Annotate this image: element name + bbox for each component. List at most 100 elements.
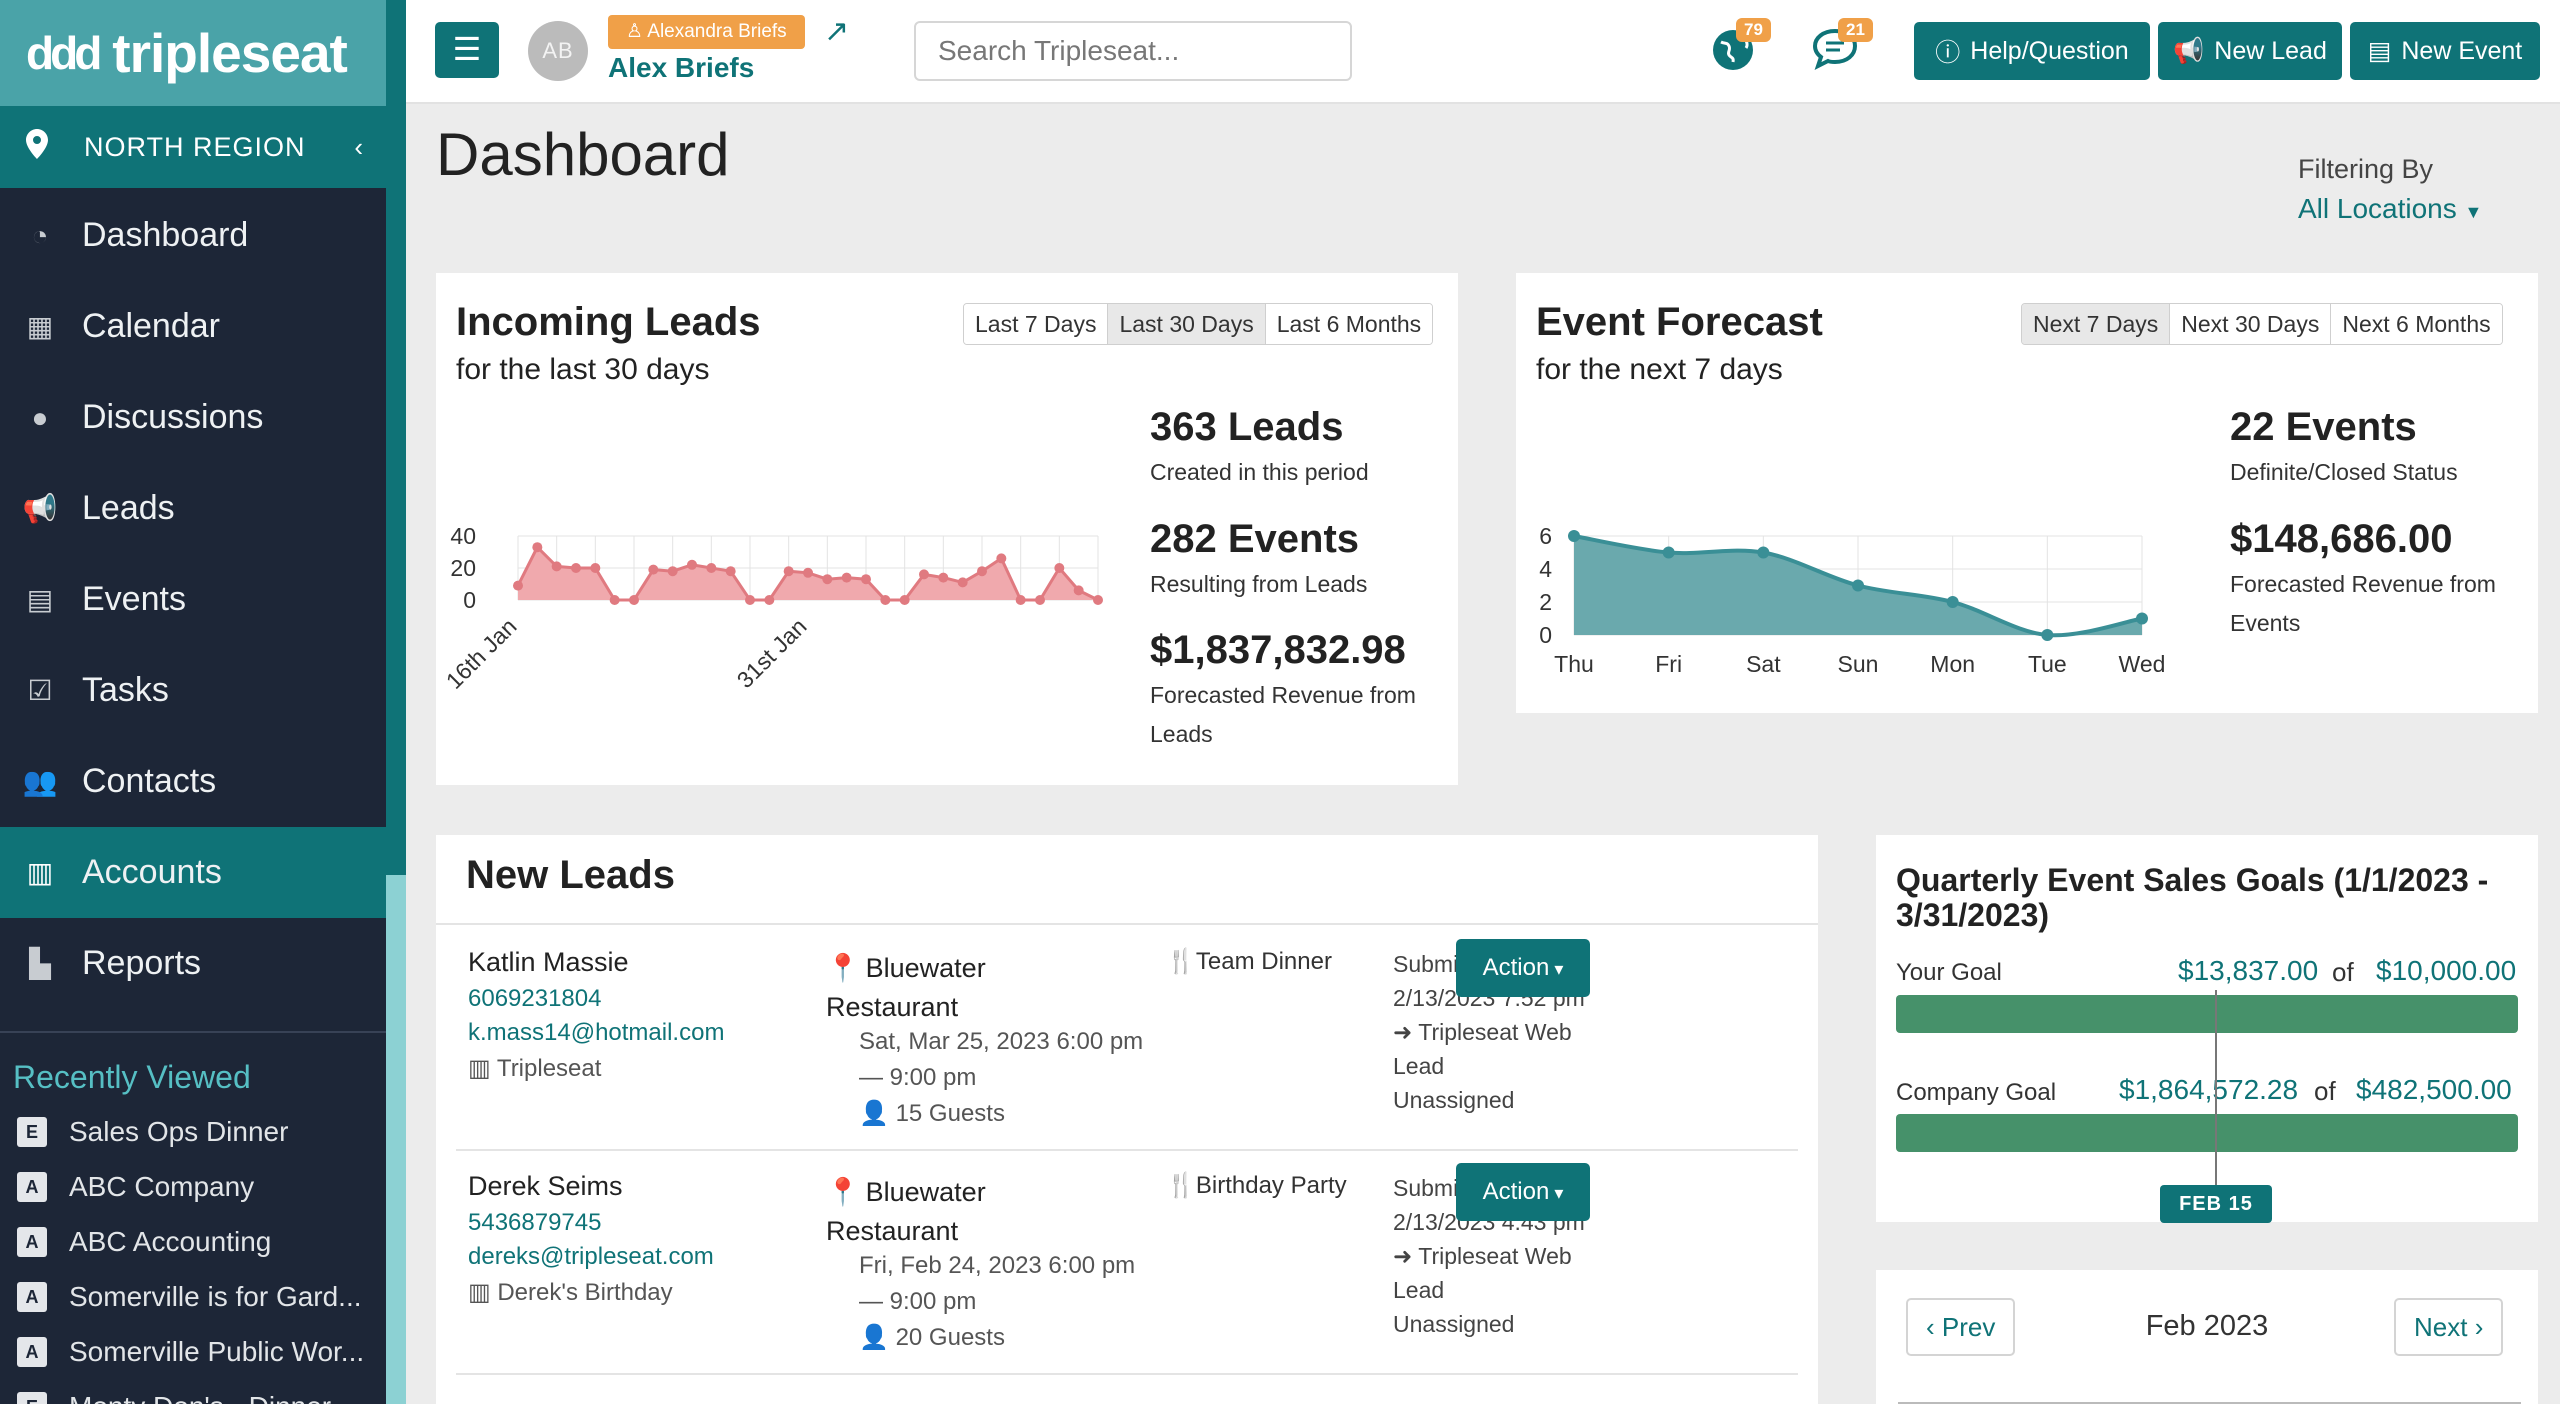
leads-events-caption: Resulting from Leads — [1150, 571, 1368, 597]
leads-point[interactable] — [648, 564, 659, 575]
leads-point[interactable] — [919, 569, 929, 580]
leads-point[interactable] — [745, 595, 755, 605]
forecast-point[interactable] — [2136, 612, 2148, 625]
sidebar-item-accounts[interactable]: ▥ Accounts — [0, 827, 386, 918]
leads-point[interactable] — [957, 577, 968, 588]
leads-point[interactable] — [1073, 585, 1084, 596]
chat-notifications[interactable]: 21 — [1810, 18, 1873, 78]
sidebar-item-tasks[interactable]: ☑ Tasks — [0, 645, 386, 736]
event-forecast-subtitle: for the next 7 days — [1536, 353, 1783, 386]
recently-viewed-item[interactable]: A ABC Company — [0, 1159, 386, 1214]
leads-point[interactable] — [1054, 563, 1065, 573]
calendar-prev-button[interactable]: ‹ Prev — [1906, 1298, 2016, 1356]
recently-viewed-item[interactable]: A ABC Accounting — [0, 1214, 386, 1269]
lead-source-2: Lead — [1393, 1053, 1445, 1079]
logo[interactable]: ddd tripleseat — [0, 0, 386, 106]
forecast-point[interactable] — [2041, 629, 2054, 641]
lead-name[interactable]: Katlin Massie — [468, 947, 629, 978]
range-option[interactable]: Next 7 Days — [2022, 304, 2170, 344]
forecast-point[interactable] — [1662, 546, 1675, 559]
chevron-left-icon[interactable]: ‹ — [354, 131, 364, 162]
sidebar-item-leads[interactable]: 📢 Leads — [0, 463, 386, 554]
globe-notifications[interactable]: 79 — [1708, 18, 1771, 78]
lead-phone[interactable]: 5436879745 — [468, 1209, 601, 1237]
leads-point[interactable] — [938, 572, 949, 583]
leads-point[interactable] — [725, 566, 736, 577]
leads-point[interactable] — [590, 563, 601, 573]
forecast-point[interactable] — [1568, 530, 1580, 542]
leads-point[interactable] — [629, 595, 639, 605]
lead-phone-text: 6069231804 — [468, 985, 602, 1012]
sidebar-item-dashboard[interactable]: ◔ Dashboard — [0, 190, 386, 281]
lead-email[interactable]: dereks@tripleseat.com — [468, 1243, 714, 1271]
new-lead-button[interactable]: 📢 New Lead — [2158, 22, 2342, 80]
sidebar-item-contacts[interactable]: 👥 Contacts — [0, 736, 386, 827]
new-event-button[interactable]: ▤ New Event — [2350, 22, 2540, 80]
leads-point[interactable] — [977, 566, 987, 577]
sidebar-item-reports[interactable]: ▙ Reports — [0, 918, 386, 1009]
external-link-icon[interactable]: ↗ — [824, 15, 850, 48]
search-input[interactable] — [914, 21, 1352, 81]
leads-point[interactable] — [783, 566, 794, 577]
leads-point[interactable] — [609, 595, 620, 605]
sidebar-item-events[interactable]: ▤ Events — [0, 554, 386, 645]
leads-point[interactable] — [1015, 595, 1026, 605]
leads-point[interactable] — [1093, 595, 1103, 605]
next-label: Next — [2414, 1312, 2468, 1342]
leads-point[interactable] — [803, 567, 813, 578]
lead-source: ➜ Tripleseat Web — [1393, 1015, 1603, 1049]
lead-name[interactable]: Derek Seims — [468, 1171, 623, 1202]
x-tick-label: Fri — [1655, 651, 1682, 677]
location-filter-dropdown[interactable]: All Locations ▼ — [2298, 193, 2482, 225]
leads-point[interactable] — [996, 553, 1007, 564]
filter-label: Filtering By — [2298, 154, 2434, 184]
sidebar-item-label: Leads — [82, 489, 175, 527]
sidebar-item-discussions[interactable]: ● Discussions — [0, 372, 386, 463]
leads-point[interactable] — [667, 566, 678, 577]
recently-viewed-item[interactable]: E Monty Don's - Dinner — [0, 1379, 386, 1404]
leads-point[interactable] — [899, 595, 910, 605]
forecast-point[interactable] — [1852, 579, 1864, 592]
leads-point[interactable] — [880, 595, 891, 605]
hamburger-icon: ☰ — [452, 31, 482, 67]
range-option[interactable]: Next 30 Days — [2169, 304, 2331, 344]
user-name[interactable]: Alex Briefs — [608, 52, 755, 83]
help-question-button[interactable]: ⓘ Help/Question — [1914, 22, 2150, 80]
leads-point[interactable] — [861, 574, 871, 585]
lead-email[interactable]: k.mass14@hotmail.com — [468, 1019, 724, 1047]
lead-action-button[interactable]: Action ▾ — [1456, 939, 1590, 997]
leads-point[interactable] — [841, 572, 852, 583]
forecast-point[interactable] — [1946, 596, 1959, 608]
lead-account[interactable]: ▥ Derek's Birthday — [468, 1278, 673, 1307]
recently-viewed-item[interactable]: A Somerville Public Wor... — [0, 1324, 386, 1379]
lead-action-button[interactable]: Action ▾ — [1456, 1163, 1590, 1221]
range-option[interactable]: Last 30 Days — [1107, 304, 1265, 344]
record-type-badge: E — [17, 1391, 47, 1404]
leads-point[interactable] — [513, 580, 523, 591]
range-option[interactable]: Last 7 Days — [964, 304, 1108, 344]
recently-viewed-item[interactable]: A Somerville is for Gard... — [0, 1269, 386, 1324]
sidebar-item-calendar[interactable]: ▦ Calendar — [0, 281, 386, 372]
leads-point[interactable] — [764, 595, 775, 605]
leads-point[interactable] — [532, 542, 543, 553]
calendar-next-button[interactable]: Next › — [2394, 1298, 2504, 1356]
leads-point[interactable] — [687, 559, 697, 570]
range-option[interactable]: Last 6 Months — [1264, 304, 1433, 344]
impersonation-badge[interactable]: ♙ Alexandra Briefs — [608, 15, 805, 49]
hamburger-menu-button[interactable]: ☰ — [435, 22, 499, 78]
chevron-left-icon: ‹ — [1926, 1312, 1942, 1342]
recently-viewed-item[interactable]: E Sales Ops Dinner — [0, 1104, 386, 1159]
lead-account[interactable]: ▥ Tripleseat — [468, 1054, 601, 1083]
lead-phone[interactable]: 6069231804 — [468, 985, 601, 1013]
leads-point[interactable] — [822, 574, 833, 585]
leads-point[interactable] — [571, 563, 581, 573]
leads-point[interactable] — [706, 563, 717, 573]
region-selector[interactable]: NORTH REGION ‹ — [0, 106, 386, 188]
leads-point[interactable] — [551, 561, 562, 572]
avatar[interactable]: AB — [528, 21, 588, 81]
range-option[interactable]: Next 6 Months — [2330, 304, 2502, 344]
leads-point[interactable] — [1035, 595, 1045, 605]
forecast-point[interactable] — [1757, 546, 1770, 559]
sidebar-scrollbar-thumb[interactable] — [386, 875, 406, 1404]
filter-value: All Locations — [2298, 193, 2457, 224]
